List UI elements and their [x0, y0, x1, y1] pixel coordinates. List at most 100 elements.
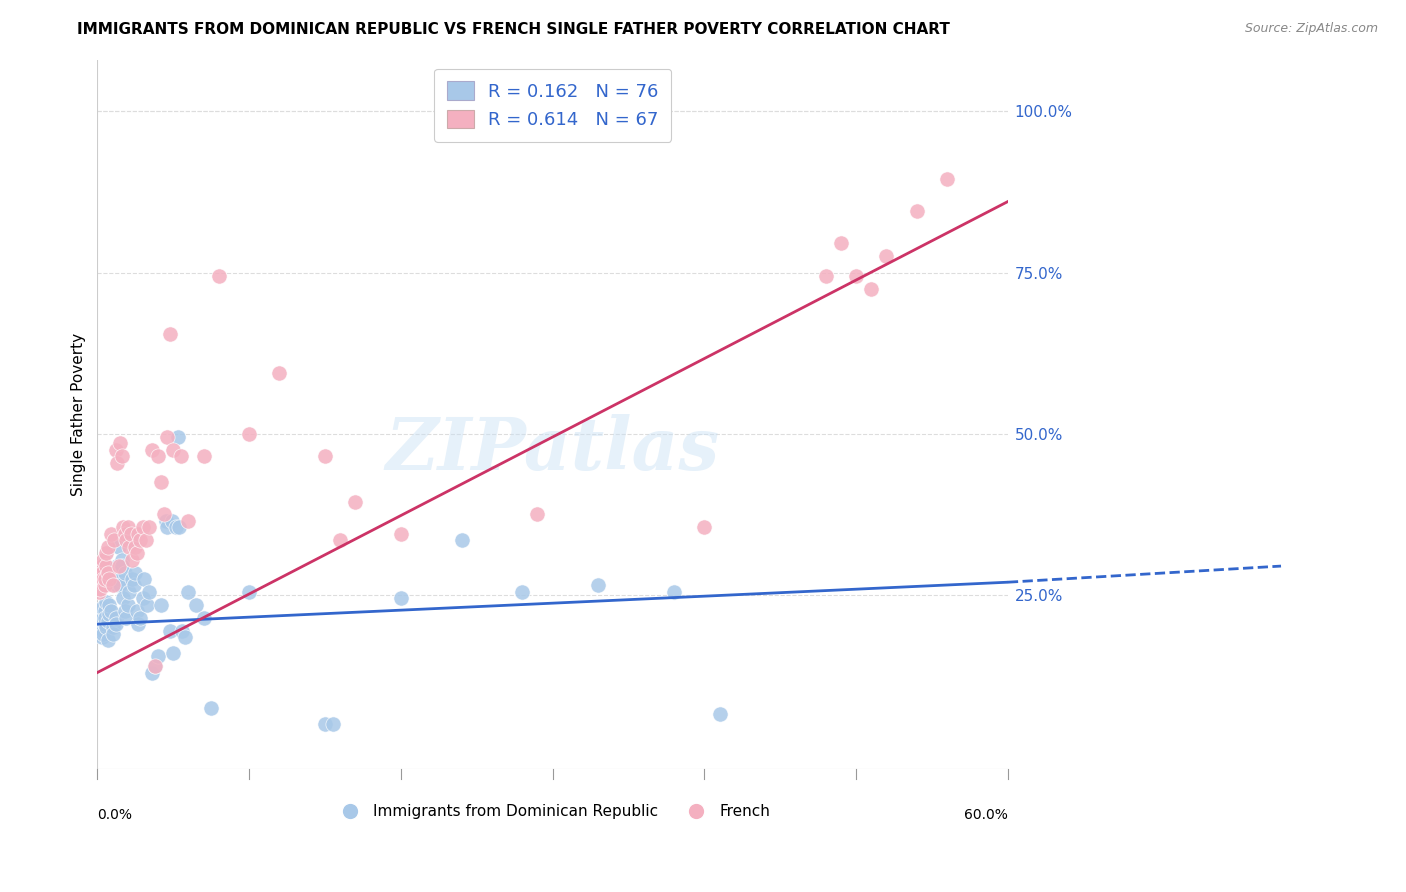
Point	[98, 598, 121, 612]
Point	[481, 104, 503, 119]
Point	[160, 514, 183, 528]
Point	[89, 575, 111, 590]
Point	[94, 578, 117, 592]
Point	[122, 578, 145, 592]
Point	[127, 526, 149, 541]
Point	[97, 566, 120, 580]
Point	[586, 578, 609, 592]
Point	[90, 566, 112, 580]
Point	[693, 520, 716, 534]
Point	[159, 326, 181, 341]
Point	[159, 624, 181, 638]
Point	[127, 617, 149, 632]
Point	[97, 614, 120, 628]
Point	[117, 520, 139, 534]
Point	[115, 533, 138, 548]
Point	[269, 366, 291, 380]
Point	[845, 268, 868, 283]
Point	[150, 598, 173, 612]
Point	[162, 646, 184, 660]
Text: Source: ZipAtlas.com: Source: ZipAtlas.com	[1244, 22, 1378, 36]
Point	[94, 610, 117, 624]
Point	[124, 566, 146, 580]
Point	[125, 604, 148, 618]
Point	[709, 707, 731, 722]
Point	[89, 620, 111, 634]
Point	[115, 610, 138, 624]
Point	[114, 526, 136, 541]
Point	[114, 604, 136, 618]
Point	[124, 540, 146, 554]
Point	[165, 520, 187, 534]
Point	[105, 559, 128, 574]
Point	[112, 591, 135, 606]
Point	[108, 436, 131, 450]
Point	[193, 450, 215, 464]
Point	[156, 430, 179, 444]
Point	[146, 450, 169, 464]
Point	[105, 578, 128, 592]
Point	[101, 578, 124, 592]
Point	[169, 520, 191, 534]
Point	[146, 649, 169, 664]
Point	[118, 540, 141, 554]
Point	[97, 633, 120, 648]
Point	[114, 566, 136, 580]
Point	[87, 568, 110, 582]
Point	[93, 610, 115, 624]
Point	[138, 585, 160, 599]
Point	[101, 627, 124, 641]
Point	[94, 572, 117, 586]
Point	[90, 559, 112, 574]
Point	[87, 614, 110, 628]
Point	[94, 604, 117, 618]
Point	[100, 604, 122, 618]
Point	[96, 594, 118, 608]
Point	[314, 450, 336, 464]
Point	[125, 546, 148, 560]
Point	[166, 430, 188, 444]
Point	[98, 572, 121, 586]
Point	[105, 456, 128, 470]
Point	[875, 249, 897, 263]
Point	[208, 268, 231, 283]
Point	[96, 559, 118, 574]
Point	[96, 546, 118, 560]
Point	[107, 540, 129, 554]
Point	[905, 204, 928, 219]
Point	[120, 533, 142, 548]
Point	[134, 572, 156, 586]
Point	[662, 585, 685, 599]
Point	[143, 659, 166, 673]
Point	[117, 598, 139, 612]
Point	[94, 617, 117, 632]
Point	[135, 533, 157, 548]
Point	[111, 552, 134, 566]
Point	[143, 659, 166, 673]
Point	[87, 585, 110, 599]
Point	[450, 533, 472, 548]
Point	[344, 494, 367, 508]
Point	[98, 607, 121, 622]
Point	[90, 601, 112, 615]
Text: 60.0%: 60.0%	[965, 808, 1008, 822]
Point	[141, 665, 163, 680]
Point	[138, 520, 160, 534]
Point	[103, 572, 125, 586]
Point	[141, 442, 163, 457]
Point	[87, 624, 110, 638]
Point	[162, 442, 184, 457]
Point	[96, 620, 118, 634]
Point	[90, 630, 112, 644]
Point	[329, 533, 352, 548]
Point	[108, 572, 131, 586]
Point	[132, 520, 155, 534]
Point	[174, 630, 197, 644]
Point	[830, 236, 852, 251]
Point	[238, 426, 260, 441]
Point	[177, 585, 200, 599]
Text: 0.0%: 0.0%	[97, 808, 132, 822]
Point	[90, 607, 112, 622]
Point	[89, 610, 111, 624]
Point	[93, 572, 115, 586]
